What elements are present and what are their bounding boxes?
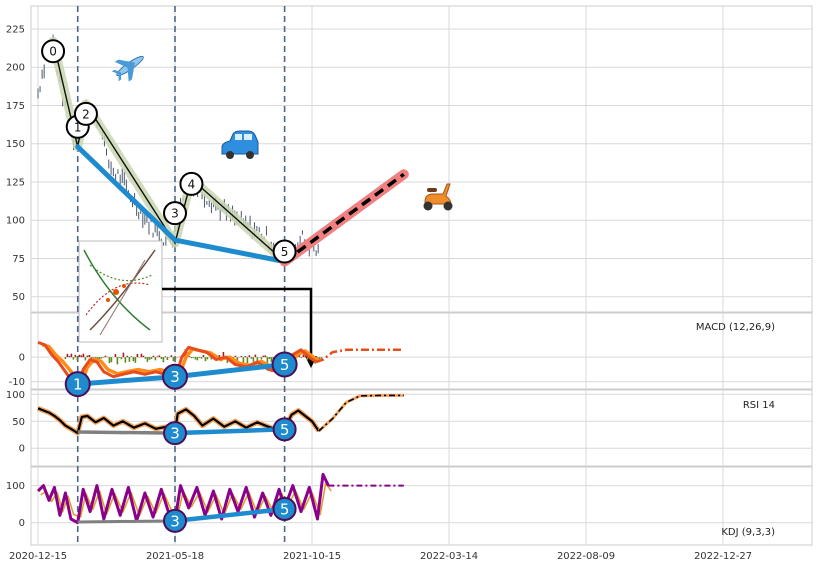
macd-point-1 (64, 371, 91, 398)
panel-frame-rsi (30, 389, 813, 467)
kdj-grey-divergence (77, 519, 176, 524)
rsi-divergence-line (172, 427, 287, 436)
wave-point-0 (41, 39, 66, 64)
ytick-rsi-100: 100 (6, 390, 25, 401)
scooter-icon (423, 183, 453, 211)
rsi-label: RSI 14 (743, 400, 775, 411)
kdj-point-5 (272, 496, 297, 521)
macd-forecast-line (315, 348, 404, 364)
wave-point-label-4: 4 (188, 177, 196, 191)
panel-frame-macd (30, 312, 813, 390)
wave-point-5 (272, 239, 297, 264)
kdj-point-3 (163, 508, 187, 533)
ytick-rsi-50: 50 (12, 417, 25, 428)
kdj-label: KDJ (9,3,3) (721, 527, 775, 538)
airplane-icon (111, 55, 144, 82)
macd-point-5 (271, 351, 298, 378)
xtick-label-2: 2021-10-15 (283, 551, 341, 562)
ytick-price-150: 150 (6, 139, 25, 150)
wave-point-label-3: 3 (171, 207, 179, 221)
macd-label: MACD (12,26,9) (696, 322, 775, 333)
rsi-point-label-5: 5 (280, 421, 290, 439)
ytick-kdj-100: 100 (6, 481, 25, 492)
ytick-price-75: 75 (12, 254, 25, 265)
labels-layer: MACD (12,26,9) RSI 14 KDJ (9,3,3) (696, 322, 775, 538)
car-icon (221, 130, 259, 159)
ytick-price-50: 50 (12, 292, 25, 303)
ytick-price-100: 100 (6, 216, 25, 227)
wave-point-label-5: 5 (281, 245, 289, 259)
wave-point-label-1: 1 (74, 120, 82, 134)
xtick-label-0: 2020-12-15 (9, 551, 67, 562)
ytick-macd-0: 0 (19, 353, 25, 364)
rsi-forecast-line (318, 394, 404, 432)
ytick-price-200: 200 (6, 63, 25, 74)
forecast-line (283, 172, 405, 263)
ytick-rsi-0: 0 (19, 444, 25, 455)
kdj-point-label-3: 3 (170, 512, 180, 530)
xtick-label-3: 2022-03-14 (420, 551, 478, 562)
ytick-price-175: 175 (6, 101, 25, 112)
ytick-kdj-0: 0 (19, 518, 25, 529)
macd-point-label-3: 3 (170, 368, 180, 386)
wave-point-3 (163, 201, 187, 226)
kdj-divergence-line (172, 506, 287, 524)
ytick-price-225: 225 (6, 24, 25, 35)
ytick-macd--10: -10 (9, 377, 25, 388)
grid-layer: 5075100125150175200225-10005010001002020… (6, 5, 813, 562)
panel-frame-kdj (30, 466, 813, 546)
kdj-point-label-5: 5 (280, 500, 290, 518)
inset-connector (162, 287, 313, 364)
xtick-label-5: 2022-12-27 (694, 551, 752, 562)
macd-point-label-1: 1 (73, 376, 83, 394)
rsi-point-label-3: 3 (170, 425, 180, 443)
xtick-label-4: 2022-08-09 (557, 551, 615, 562)
rsi-point-5 (272, 417, 297, 442)
wave-point-4 (179, 171, 204, 196)
trend-line (75, 144, 288, 264)
xtick-label-1: 2021-05-18 (146, 551, 204, 562)
macd-point-3 (162, 363, 188, 390)
wave-point-label-2: 2 (82, 107, 90, 121)
rsi-grey-divergence (77, 430, 176, 435)
rsi-point-3 (163, 421, 187, 446)
inset-plot-thumbnail (78, 240, 163, 343)
wave-point-label-0: 0 (49, 45, 57, 59)
macd-point-label-5: 5 (280, 356, 290, 374)
panel-frame-price (30, 5, 813, 313)
wave-point-2 (73, 101, 98, 126)
rsi-forecast-halo (317, 393, 404, 433)
ytick-price-125: 125 (6, 177, 25, 188)
